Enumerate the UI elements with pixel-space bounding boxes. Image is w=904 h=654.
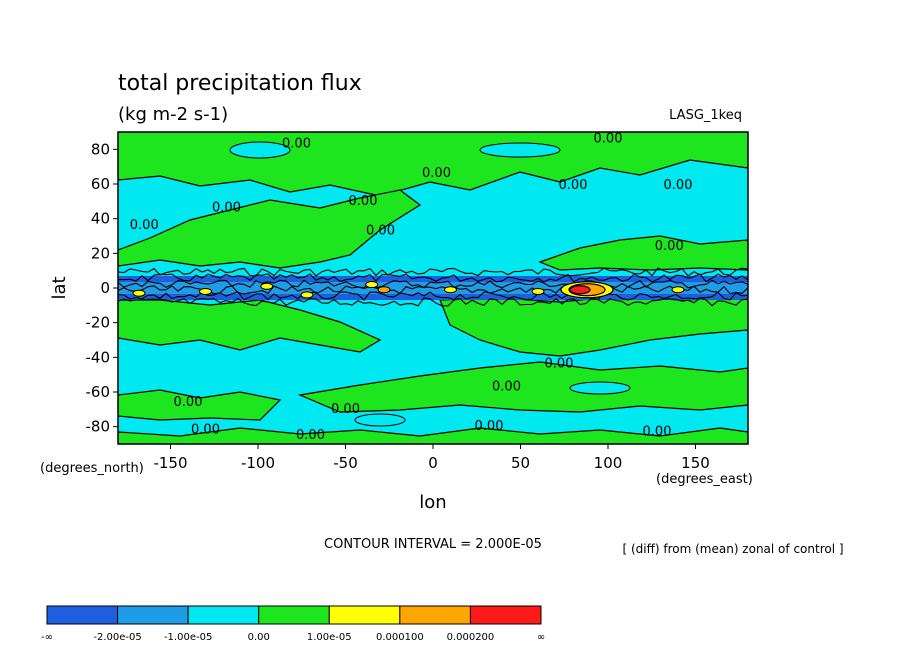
y-tick-label: 80: [91, 140, 110, 158]
contour-label: 0.00: [130, 218, 159, 233]
x-tick-label: 150: [681, 454, 710, 472]
equatorial-blob: [132, 289, 146, 297]
equatorial-contour: [118, 279, 748, 289]
precip-max-red: [569, 285, 591, 295]
colorbar-swatch: [469, 605, 542, 625]
equatorial-contour: [118, 273, 748, 283]
y-tick-label: -40: [86, 348, 111, 366]
chart-units: (kg m-2 s-1): [118, 104, 228, 125]
cyan-island: [569, 381, 631, 395]
equatorial-contour: [118, 285, 748, 295]
contour-label: 0.00: [655, 239, 684, 254]
y-tick-label: 20: [91, 244, 110, 262]
equatorial-positive-blobs: [132, 281, 685, 299]
y-tick-label: -60: [86, 383, 111, 401]
contour-label: 0.00: [422, 166, 451, 181]
y-tick-label: -80: [86, 418, 111, 436]
x-tick-label: -50: [333, 454, 358, 472]
equatorial-contour: [118, 297, 748, 307]
colorbar-label: 0.00: [248, 632, 270, 643]
y-tick-label: 60: [91, 175, 110, 193]
contour-label: 0.00: [349, 194, 378, 209]
equatorial-blob: [260, 282, 274, 290]
contour-label: 0.00: [282, 137, 311, 152]
contour-label: 0.00: [174, 395, 203, 410]
y-tick-label: -20: [86, 314, 111, 332]
colorbar: -∞ -2.00e-05 -1.00e-05 0.00 1.00e-05 0.000100…: [41, 605, 545, 643]
contour-label: 0.00: [366, 223, 395, 238]
equatorial-blob: [377, 286, 391, 294]
colorbar-swatch: [46, 605, 119, 625]
green-region: [297, 361, 748, 413]
green-region: [118, 389, 282, 421]
contour-label: 0.00: [664, 178, 693, 193]
colorbar-swatch: [117, 605, 189, 625]
y-tick-label: 0: [100, 279, 110, 297]
contour-label: 0.00: [191, 423, 220, 438]
contour-label: 0.00: [545, 357, 574, 372]
contour-label: 0.00: [594, 131, 623, 146]
plot-area: [118, 132, 748, 444]
colorbar-label: -2.00e-05: [93, 632, 141, 643]
green-region: [118, 299, 382, 353]
contour-label: 0.00: [212, 201, 241, 216]
equatorial-blob: [365, 281, 379, 289]
colorbar-label: -∞: [41, 632, 53, 643]
equatorial-blob: [531, 287, 545, 295]
green-region: [118, 427, 748, 444]
green-region: [538, 235, 748, 271]
colorbar-swatch: [328, 605, 401, 625]
contour-label: 0.00: [296, 428, 325, 443]
colorbar-swatch: [258, 605, 330, 625]
colorbar-label: 0.000100: [376, 632, 424, 643]
equatorial-contour-lines: [118, 267, 748, 307]
y-axis-ticks: 80 60 40 20 0 -20 -40 -60 -80: [86, 140, 118, 436]
y-axis-label: lat: [49, 276, 70, 299]
contour-labels: 0.00 0.00 0.00 0.00 0.00 0.00 0.00 0.00 0.00 0.00…: [130, 131, 693, 442]
colorbar-swatch: [399, 605, 471, 625]
equatorial-blob: [671, 286, 685, 294]
x-tick-label: 0: [428, 454, 438, 472]
colorbar-label: 1.00e-05: [307, 632, 352, 643]
x-axis-ticks: -150 -100 -50 0 50 100 150: [153, 444, 710, 472]
y-tick-label: 40: [91, 210, 110, 228]
negative-anomaly-islands: [229, 141, 631, 427]
x-tick-label: 50: [511, 454, 530, 472]
cyan-island: [479, 142, 561, 158]
green-region: [118, 189, 422, 269]
equatorial-blob: [444, 286, 457, 294]
equatorial-contour: [118, 267, 748, 277]
x-axis-units: (degrees_east): [656, 472, 753, 487]
cyan-island: [229, 141, 291, 159]
x-tick-label: -100: [241, 454, 275, 472]
colorbar-label: ∞: [537, 632, 545, 643]
equatorial-contour: [118, 291, 748, 301]
x-tick-label: -150: [153, 454, 187, 472]
cyan-island: [354, 413, 406, 427]
contour-label: 0.00: [559, 178, 588, 193]
run-label: LASG_1keq: [669, 108, 742, 123]
contour-interval: CONTOUR INTERVAL = 2.000E-05: [324, 537, 542, 552]
equatorial-blob: [199, 287, 212, 295]
colorbar-swatch: [187, 605, 260, 625]
equatorial-blob: [300, 291, 314, 299]
positive-anomaly-regions: [118, 132, 748, 444]
equatorial-band: [118, 267, 748, 307]
contour-label: 0.00: [492, 379, 521, 394]
colorbar-label: -1.00e-05: [164, 632, 212, 643]
chart-title: total precipitation flux: [118, 71, 362, 96]
y-axis-units: (degrees_north): [40, 461, 144, 476]
diff-note: [ (diff) from (mean) zonal of control ]: [622, 542, 843, 556]
contour-label: 0.00: [331, 402, 360, 417]
contour-label: 0.00: [643, 424, 672, 439]
contour-label: 0.00: [475, 419, 504, 434]
colorbar-label: 0.000200: [447, 632, 495, 643]
x-axis-label: lon: [419, 492, 446, 513]
x-tick-label: 100: [594, 454, 623, 472]
